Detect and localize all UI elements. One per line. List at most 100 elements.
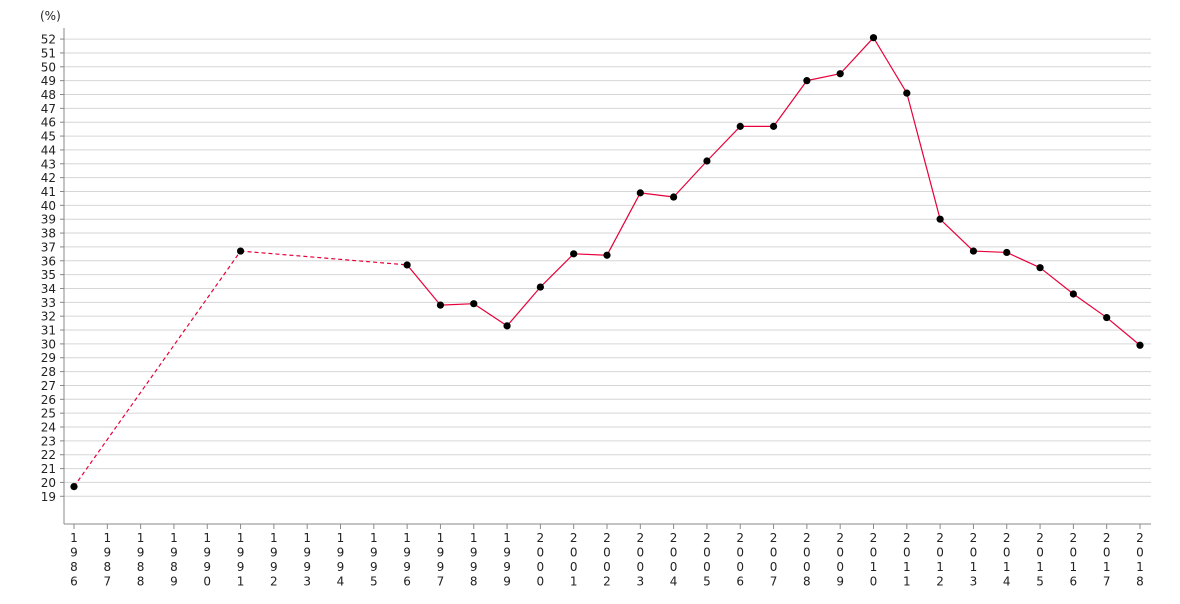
line-segment: [539, 253, 575, 288]
y-tick-label: 33: [41, 296, 56, 310]
y-tick-label: 50: [41, 60, 56, 74]
data-point: [470, 300, 478, 308]
y-tick-label: 31: [41, 324, 56, 338]
line-segment: [506, 286, 541, 327]
y-tick-label: 26: [41, 393, 56, 407]
data-point: [703, 157, 711, 165]
y-tick-label: 24: [41, 421, 56, 435]
line-segment: [1006, 251, 1041, 269]
data-point: [736, 122, 744, 130]
line-segment-dashed: [240, 250, 408, 266]
y-tick-label: 28: [41, 365, 56, 379]
data-point: [769, 122, 778, 130]
line-segment: [606, 192, 641, 256]
line-segment: [806, 73, 841, 82]
line-segment: [706, 125, 741, 162]
data-point: [436, 301, 445, 309]
data-point: [869, 34, 878, 42]
line-segment: [406, 264, 441, 306]
line-segment: [573, 253, 608, 256]
data-point: [836, 70, 844, 78]
line-segment: [1073, 293, 1108, 319]
data-point: [1069, 290, 1077, 298]
data-point: [803, 77, 811, 85]
data-point: [236, 247, 245, 255]
y-tick-label: 23: [41, 434, 56, 448]
line-segment: [906, 92, 941, 220]
y-tick-label: 29: [41, 351, 56, 365]
y-tick-label: 43: [41, 157, 56, 171]
y-tick-label: 30: [41, 337, 56, 351]
data-point: [536, 283, 544, 291]
y-tick-label: 37: [41, 240, 56, 254]
line-segment-dashed: [73, 250, 242, 487]
y-tick-label: 36: [41, 254, 56, 268]
y-tick-label: 35: [41, 268, 56, 282]
data-point: [1003, 248, 1011, 257]
axes: [63, 28, 1151, 525]
y-tick-label: 25: [41, 407, 56, 421]
y-tick-label: 38: [41, 227, 56, 241]
line-segment: [872, 37, 908, 94]
data-point: [969, 247, 978, 255]
y-tick-label: 41: [41, 185, 56, 199]
data-point: [503, 322, 511, 330]
data-point: [936, 215, 944, 223]
y-tick-label: 47: [41, 102, 56, 116]
data-point: [70, 482, 78, 491]
y-tick-label: 39: [41, 213, 56, 227]
y-tick-label: 51: [41, 46, 56, 60]
y-tick-label: 45: [41, 130, 56, 144]
series-points: [70, 34, 1144, 491]
line-segment: [839, 37, 874, 75]
y-tick-label: 22: [41, 448, 56, 462]
y-tick-label: 49: [41, 74, 56, 88]
line-segment: [939, 218, 974, 252]
y-tick-label: 27: [41, 379, 56, 393]
data-point: [636, 189, 644, 197]
y-tick-label: 44: [41, 143, 56, 157]
y-axis-ticks: 1920212223242526272829303132333435363738…: [41, 33, 64, 504]
data-point: [1103, 313, 1111, 322]
y-tick-label: 19: [41, 490, 56, 504]
y-tick-label: 32: [41, 310, 56, 324]
line-segment: [440, 303, 474, 306]
gridlines: [64, 38, 1151, 497]
line-segment: [773, 80, 808, 127]
data-point: [1036, 264, 1044, 272]
series-line: [73, 37, 1141, 487]
line-segment: [473, 303, 508, 327]
y-tick-label: 52: [41, 33, 56, 47]
line-segment: [640, 192, 674, 198]
data-point: [670, 193, 678, 201]
y-axis-unit-label: (%): [40, 9, 61, 23]
y-tick-label: 46: [41, 116, 56, 130]
line-segment: [1039, 267, 1074, 295]
data-point: [403, 261, 411, 269]
y-tick-label: 42: [41, 171, 56, 185]
